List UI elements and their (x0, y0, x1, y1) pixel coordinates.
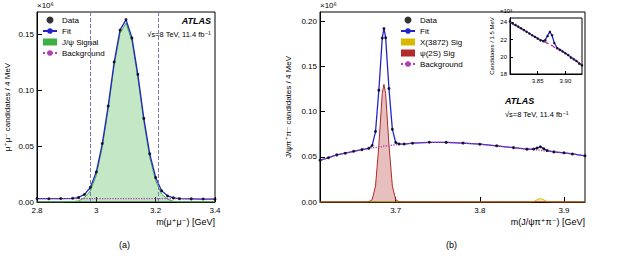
svg-text:Candidates / 1.5 MeV: Candidates / 1.5 MeV (489, 17, 495, 75)
svg-text:m(μ⁺μ⁻) [GeV]: m(μ⁺μ⁻) [GeV] (156, 217, 215, 227)
svg-text:Fit: Fit (420, 27, 430, 36)
svg-text:3.90: 3.90 (560, 78, 572, 84)
svg-text:(b): (b) (446, 240, 457, 250)
svg-text:0.05: 0.05 (301, 152, 317, 161)
svg-text:ATLAS: ATLAS (181, 16, 211, 26)
svg-text:0.15: 0.15 (18, 30, 34, 39)
svg-text:m(J/ψπ⁺π⁻) [GeV]: m(J/ψπ⁺π⁻) [GeV] (511, 217, 585, 227)
svg-text:J/ψπ⁺π⁻ candidates / 4 MeV: J/ψπ⁺π⁻ candidates / 4 MeV (284, 55, 293, 158)
svg-text:0.10: 0.10 (18, 86, 34, 95)
svg-text:3.4: 3.4 (209, 206, 221, 215)
svg-text:2.8: 2.8 (31, 206, 43, 215)
svg-text:×10⁶: ×10⁶ (320, 1, 337, 10)
svg-text:0.10: 0.10 (301, 107, 317, 116)
svg-text:ATLAS: ATLAS (504, 96, 534, 106)
svg-text:20: 20 (500, 54, 507, 60)
svg-text:0.05: 0.05 (18, 142, 34, 151)
svg-text:X(3872) Sig: X(3872) Sig (420, 38, 462, 47)
svg-text:ψ(2S) Sig: ψ(2S) Sig (420, 49, 455, 58)
svg-text:(a): (a) (119, 240, 130, 250)
svg-text:Data: Data (420, 16, 437, 25)
svg-text:0.00: 0.00 (18, 197, 34, 207)
svg-text:24: 24 (500, 19, 507, 25)
svg-text:√s=8 TeV, 11.4 fb⁻¹: √s=8 TeV, 11.4 fb⁻¹ (147, 30, 211, 39)
svg-text:0.00: 0.00 (301, 198, 317, 207)
svg-text:22: 22 (500, 37, 507, 43)
svg-text:3.7: 3.7 (390, 206, 402, 215)
svg-text:J/ψ Signal: J/ψ Signal (62, 38, 99, 47)
svg-text:Background: Background (420, 60, 463, 69)
svg-text:3.9: 3.9 (558, 206, 570, 215)
svg-text:×10⁶: ×10⁶ (37, 1, 54, 10)
svg-text:μ⁺μ⁻ candidates / 4 MeV: μ⁺μ⁻ candidates / 4 MeV (3, 62, 12, 151)
svg-text:Fit: Fit (62, 27, 72, 36)
svg-text:3.8: 3.8 (474, 206, 486, 215)
svg-text:3.85: 3.85 (532, 78, 544, 84)
svg-text:3: 3 (94, 206, 99, 215)
svg-text:3.2: 3.2 (150, 206, 162, 215)
svg-text:0.15: 0.15 (301, 62, 317, 71)
svg-text:×10³: ×10³ (500, 8, 512, 14)
svg-text:Background: Background (62, 49, 105, 58)
svg-text:0.20: 0.20 (301, 17, 317, 26)
svg-text:√s=8 TeV, 11.4 fb⁻¹: √s=8 TeV, 11.4 fb⁻¹ (505, 110, 569, 119)
svg-text:Data: Data (62, 16, 79, 25)
svg-text:18: 18 (500, 71, 507, 77)
